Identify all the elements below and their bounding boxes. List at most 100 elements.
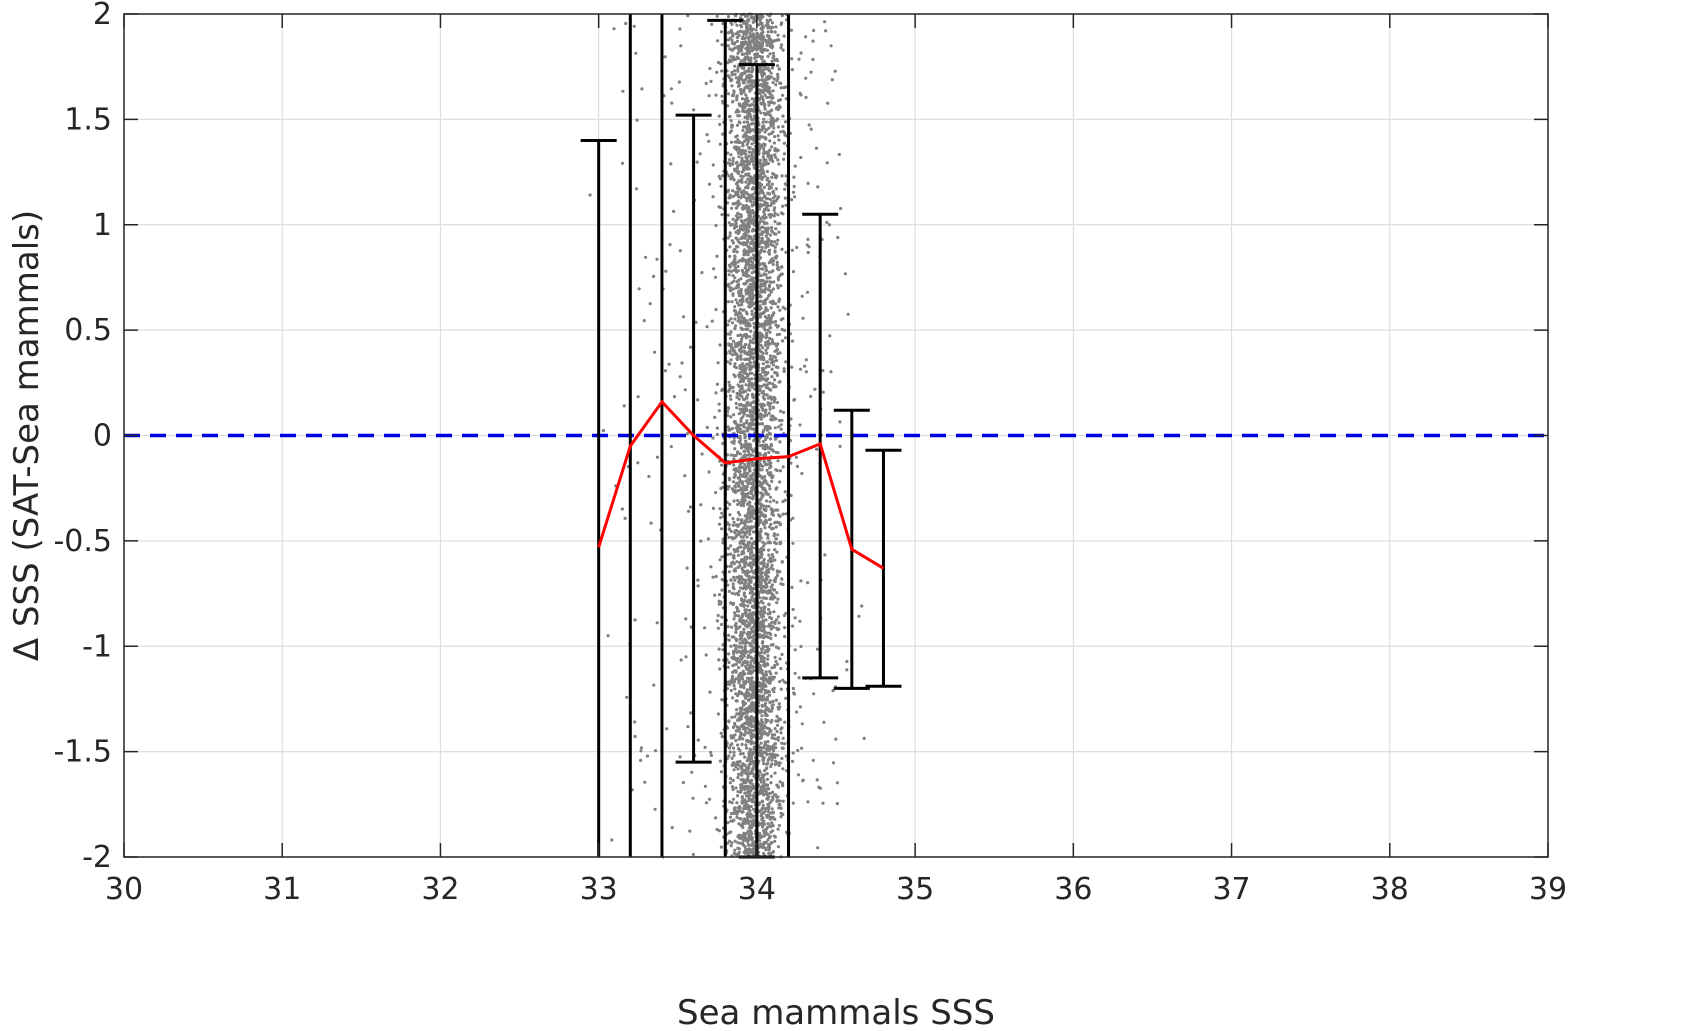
scatter-point: [783, 120, 788, 124]
scatter-point: [752, 302, 756, 306]
scatter-point: [768, 730, 772, 734]
scatter-point: [726, 44, 730, 48]
scatter-point: [762, 185, 767, 189]
scatter-point: [760, 177, 764, 181]
scatter-point: [759, 527, 763, 531]
scatter-point: [770, 512, 774, 516]
scatter-point: [792, 175, 796, 179]
scatter-point: [732, 480, 736, 484]
scatter-point: [719, 486, 723, 491]
scatter-point: [750, 782, 754, 786]
scatter-point: [773, 30, 777, 34]
scatter-point: [748, 825, 752, 829]
scatter-point: [777, 104, 781, 108]
scatter-point: [730, 172, 734, 176]
scatter-point: [739, 617, 743, 622]
scatter-point: [760, 43, 764, 47]
scatter-point: [735, 352, 739, 356]
scatter-point: [766, 208, 771, 212]
scatter-point: [761, 681, 765, 686]
scatter-point: [758, 91, 762, 96]
scatter-point: [758, 334, 762, 339]
scatter-point: [736, 510, 741, 515]
scatter-point: [736, 593, 741, 597]
scatter-point: [729, 688, 733, 693]
scatter-point: [728, 158, 732, 162]
scatter-point: [738, 355, 742, 359]
scatter-point: [739, 402, 743, 406]
scatter-point: [780, 418, 784, 423]
scatter-point: [747, 79, 751, 83]
scatter-point: [727, 652, 731, 656]
scatter-point: [766, 23, 770, 27]
scatter-point: [746, 196, 750, 201]
scatter-point: [742, 627, 746, 632]
scatter-point: [771, 382, 775, 386]
scatter-point: [733, 614, 737, 618]
scatter-point: [734, 644, 738, 648]
scatter-point: [728, 394, 733, 398]
scatter-point: [778, 570, 782, 574]
scatter-point: [761, 267, 765, 271]
scatter-point: [738, 431, 743, 435]
scatter-point: [748, 33, 752, 38]
scatter-point: [735, 245, 739, 249]
scatter-point: [760, 718, 764, 722]
scatter-point: [720, 615, 724, 619]
scatter-point: [751, 850, 755, 855]
scatter-point: [733, 715, 737, 719]
scatter-point: [778, 469, 783, 473]
scatter-point: [744, 743, 748, 747]
scatter-point: [735, 225, 739, 229]
scatter-point: [760, 697, 764, 701]
scatter-point: [767, 559, 771, 563]
scatter-point: [748, 532, 752, 536]
scatter-point: [711, 163, 715, 167]
scatter-point: [774, 155, 778, 159]
scatter-point: [739, 92, 744, 96]
scatter-point: [738, 625, 742, 629]
scatter-point: [747, 146, 752, 150]
scatter-point: [800, 294, 804, 298]
scatter-point: [776, 238, 780, 242]
scatter-point: [764, 385, 768, 390]
scatter-point: [744, 231, 748, 235]
scatter-point: [763, 475, 767, 479]
scatter-point: [736, 44, 740, 49]
scatter-point: [771, 811, 775, 815]
scatter-point: [749, 536, 754, 541]
scatter-point: [750, 770, 754, 774]
scatter-point: [740, 801, 745, 805]
scatter-point: [735, 166, 739, 170]
scatter-point: [752, 464, 757, 468]
scatter-point: [776, 597, 780, 601]
scatter-point: [743, 125, 747, 129]
scatter-point: [716, 60, 721, 65]
scatter-point: [774, 83, 778, 87]
scatter-point: [762, 428, 766, 432]
scatter-point: [731, 156, 736, 160]
scatter-point: [750, 658, 755, 663]
scatter-point: [717, 205, 721, 209]
scatter-point: [765, 77, 769, 81]
scatter-point: [732, 617, 736, 621]
scatter-point: [749, 526, 753, 530]
scatter-point: [727, 527, 731, 532]
scatter-point: [775, 753, 780, 757]
scatter-point: [777, 702, 781, 706]
scatter-point: [735, 123, 740, 127]
scatter-point: [747, 42, 752, 46]
scatter-point: [746, 529, 750, 533]
scatter-point: [771, 688, 775, 692]
scatter-point: [715, 619, 720, 623]
scatter-point: [764, 240, 769, 244]
scatter-point: [770, 154, 774, 158]
scatter-point: [764, 128, 769, 132]
scatter-point: [748, 348, 752, 352]
scatter-point: [747, 60, 751, 64]
scatter-point: [734, 467, 738, 471]
scatter-point: [744, 847, 748, 852]
scatter-point: [758, 776, 762, 780]
scatter-point: [746, 829, 751, 834]
scatter-point: [775, 601, 779, 605]
